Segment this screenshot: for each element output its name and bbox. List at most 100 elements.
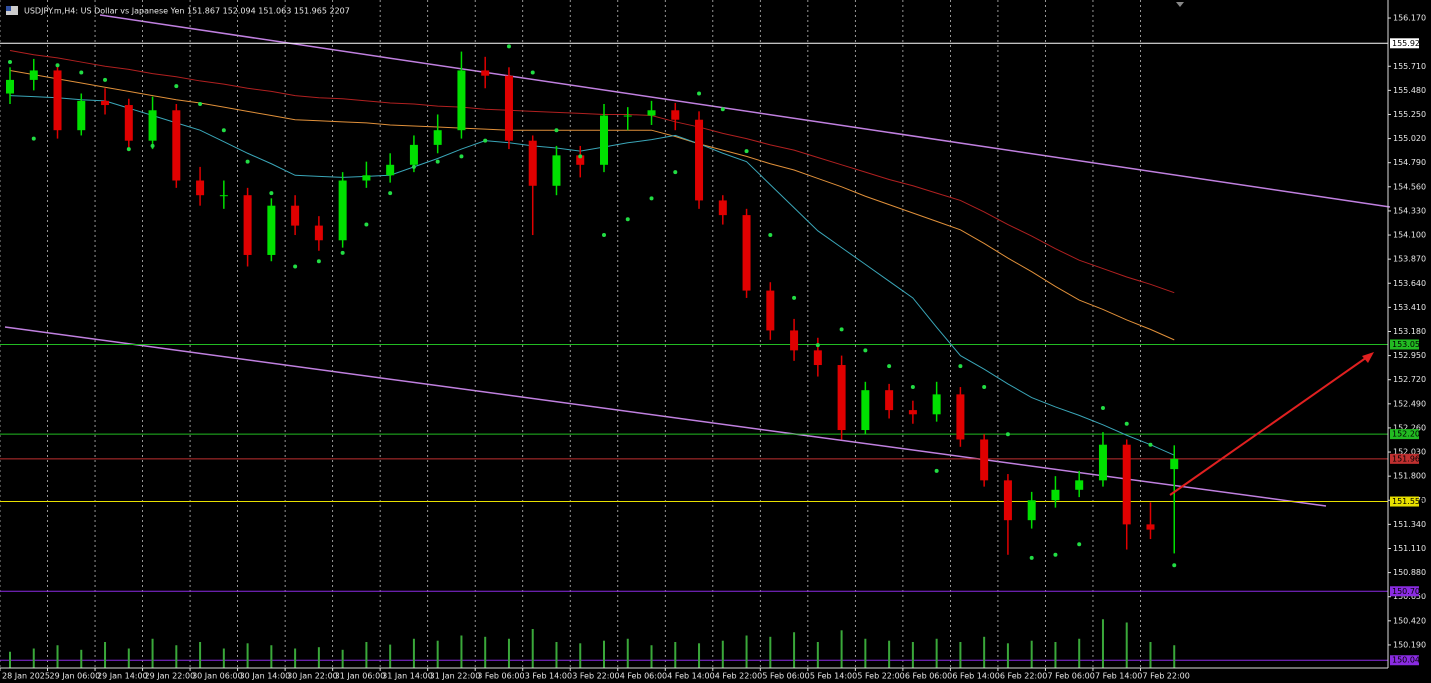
candle-body xyxy=(1170,458,1179,470)
candle-body xyxy=(718,200,727,216)
candle-body xyxy=(956,394,965,440)
volume-bar xyxy=(816,642,819,668)
moving-average xyxy=(9,69,1175,341)
candle-body xyxy=(1098,444,1107,481)
x-tick-label: 6 Feb 14:00 xyxy=(952,672,999,681)
volume-bar xyxy=(911,642,914,668)
sar-dot xyxy=(887,364,892,369)
volume-bar xyxy=(935,638,938,668)
y-tick-label: 154.560 xyxy=(1393,182,1426,191)
volume-bar xyxy=(1078,638,1081,668)
candle-body xyxy=(742,215,751,291)
y-tick-label: 154.100 xyxy=(1393,231,1426,240)
candle-body xyxy=(837,365,846,431)
volume-bar xyxy=(104,642,107,668)
volume-bar xyxy=(793,632,796,668)
sar-dot xyxy=(103,77,108,82)
candle-body xyxy=(1146,524,1155,530)
volume-bar xyxy=(1173,645,1176,668)
level-label: 152.201 xyxy=(1392,430,1425,439)
y-tick-label: 154.790 xyxy=(1393,158,1426,167)
sar-dot xyxy=(673,170,678,175)
y-tick-label: 156.170 xyxy=(1393,14,1426,23)
volume-bar xyxy=(745,635,748,668)
volume-bar xyxy=(507,638,510,668)
level-label-box xyxy=(1390,429,1419,440)
candle-body xyxy=(600,115,608,165)
sar-dot xyxy=(649,196,654,201)
volume-bar xyxy=(626,638,629,668)
y-tick-label: 153.870 xyxy=(1393,255,1426,264)
x-tick-label: 3 Feb 22:00 xyxy=(572,672,619,681)
sar-dot xyxy=(8,60,12,65)
candle-body xyxy=(172,110,181,181)
y-tick-label: 155.250 xyxy=(1393,110,1426,119)
candle-body xyxy=(314,225,323,241)
volume-bar xyxy=(603,640,605,668)
sar-dot xyxy=(863,348,868,353)
sar-dot xyxy=(1005,432,1010,437)
sar-dot xyxy=(1124,421,1129,426)
volume-bar xyxy=(1101,619,1104,668)
y-tick-label: 151.340 xyxy=(1393,520,1426,529)
sar-dot xyxy=(554,128,559,133)
y-tick-label: 153.410 xyxy=(1393,303,1426,312)
sar-dot xyxy=(411,164,416,169)
volume-bar xyxy=(959,642,962,668)
volume-bar xyxy=(222,648,225,668)
x-tick-label: 30 Jan 06:00 xyxy=(192,672,243,681)
level-label-box xyxy=(1390,38,1419,49)
sar-dot xyxy=(364,222,369,227)
x-tick-label: 5 Feb 06:00 xyxy=(762,672,809,681)
volume-bar xyxy=(365,642,368,668)
candle-body xyxy=(908,410,917,415)
candle-body xyxy=(552,155,561,186)
candle-body xyxy=(1075,480,1084,490)
sar-dot xyxy=(293,264,298,269)
x-tick-label: 31 Jan 06:00 xyxy=(335,672,386,681)
y-tick-label: 152.030 xyxy=(1393,448,1426,457)
arrow-head xyxy=(1362,352,1374,363)
candle-body xyxy=(695,119,704,201)
sar-dot xyxy=(602,233,606,238)
sar-dot xyxy=(1148,442,1153,447)
sar-dot xyxy=(1077,542,1082,547)
volume-bar xyxy=(555,642,558,668)
volume-bar xyxy=(579,643,582,668)
candle-body xyxy=(504,75,513,141)
volume-bar xyxy=(1054,642,1057,668)
candle-body xyxy=(1027,500,1036,521)
y-tick-label: 154.330 xyxy=(1393,206,1426,215)
volume-bar xyxy=(56,645,59,668)
sar-dot xyxy=(126,147,131,152)
level-label-box xyxy=(1390,339,1419,350)
moving-average xyxy=(9,95,1175,456)
volume-bar xyxy=(484,636,487,668)
moving-average xyxy=(9,50,1175,294)
x-tick-label: 31 Jan 14:00 xyxy=(382,672,433,681)
volume-bar xyxy=(270,645,273,668)
sar-dot xyxy=(934,468,939,473)
sar-dot xyxy=(839,327,844,332)
y-tick-label: 155.480 xyxy=(1393,86,1426,95)
volume-bar xyxy=(151,638,154,668)
sar-dot xyxy=(269,191,274,196)
volume-bar xyxy=(389,644,392,668)
sar-dot xyxy=(1029,555,1034,560)
sar-dot xyxy=(31,136,36,141)
candle-body xyxy=(386,164,395,176)
candle-body xyxy=(409,144,418,165)
volume-bar xyxy=(650,645,653,668)
x-tick-label: 31 Jan 22:00 xyxy=(430,672,481,681)
y-tick-label: 153.640 xyxy=(1393,279,1426,288)
candle-body xyxy=(124,105,133,141)
candle-body xyxy=(1051,489,1060,501)
y-tick-label: 152.490 xyxy=(1393,399,1426,408)
candle-body xyxy=(481,70,490,76)
drawings xyxy=(4,14,1391,507)
shift-marker xyxy=(1176,2,1184,7)
x-tick-label: 30 Jan 22:00 xyxy=(287,672,338,681)
